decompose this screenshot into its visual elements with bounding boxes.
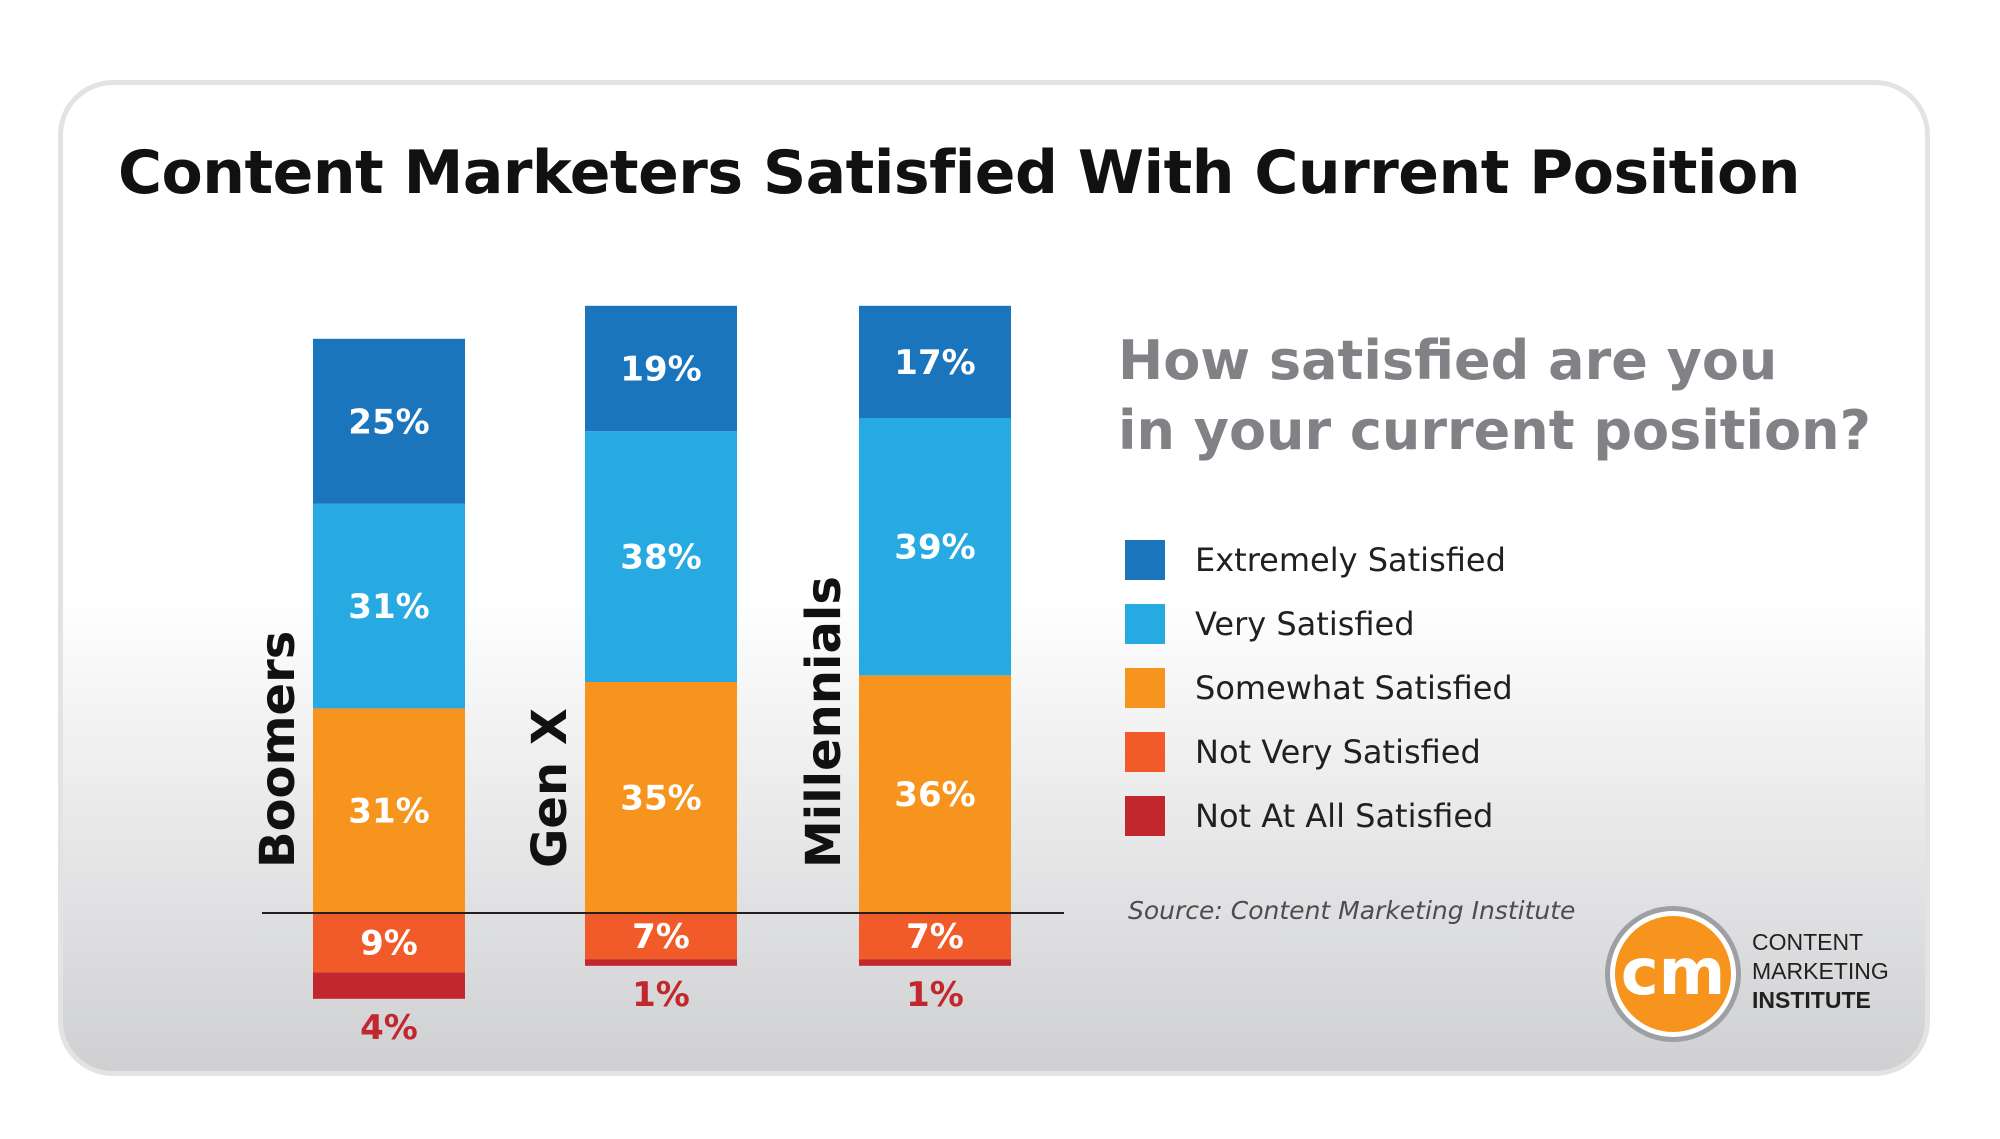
bar-millennials-not-very-satisfied [859,913,1011,960]
bar-label-boomers-not-very-satisfied: 9% [360,924,418,964]
legend-item-very-satisfied: Very Satisfied [1125,604,1513,644]
bar-boomers-not-very-satisfied [313,913,465,973]
category-label-gen-x: Gen X [522,708,578,868]
logo-line-3: INSTITUTE [1752,987,1871,1013]
legend-label: Very Satisfied [1195,605,1415,643]
bar-label-gen-x-not-very-satisfied: 7% [632,917,690,957]
category-label-millennials: Millennials [796,576,852,868]
bar-label-gen-x-somewhat-satisfied: 35% [620,779,701,819]
question-line-2: in your current position? [1118,399,1871,462]
legend-item-extremely-satisfied: Extremely Satisfied [1125,540,1513,580]
legend-swatch [1125,668,1165,708]
legend-item-not-very-satisfied: Not Very Satisfied [1125,732,1513,772]
bar-label-boomers-not-at-all-satisfied: 4% [360,1008,418,1048]
bar-label-boomers-extremely-satisfied: 25% [348,402,429,442]
legend-swatch [1125,540,1165,580]
source-note: Source: Content Marketing Institute [1128,896,1576,925]
bar-label-millennials-extremely-satisfied: 17% [894,343,975,383]
bar-label-millennials-somewhat-satisfied: 36% [894,775,975,815]
survey-question: How satisfied are you in your current po… [1118,326,1878,466]
legend-label: Somewhat Satisfied [1195,669,1513,707]
question-line-1: How satisfied are you [1118,329,1778,392]
bar-gen-x-somewhat-satisfied [585,682,737,913]
legend-label: Not At All Satisfied [1195,797,1494,835]
bar-millennials-somewhat-satisfied [859,675,1011,913]
bar-label-gen-x-extremely-satisfied: 19% [620,350,701,390]
chart-title: Content Marketers Satisfied With Current… [118,138,1800,208]
bar-label-boomers-somewhat-satisfied: 31% [348,792,429,832]
bar-boomers-somewhat-satisfied [313,708,465,913]
bar-boomers-very-satisfied [313,503,465,709]
logo-mark-text: cm [1621,936,1726,1010]
legend-label: Not Very Satisfied [1195,733,1481,771]
bar-millennials-extremely-satisfied [859,305,1011,418]
bar-gen-x-not-at-all-satisfied [585,959,737,966]
legend-item-not-at-all-satisfied: Not At All Satisfied [1125,796,1513,836]
bar-boomers-not-at-all-satisfied [313,972,465,999]
bar-gen-x-not-very-satisfied [585,913,737,960]
legend: Extremely Satisfied Very Satisfied Somewha… [1125,540,1513,860]
bar-label-millennials-very-satisfied: 39% [894,528,975,568]
bar-label-millennials-not-at-all-satisfied: 1% [906,975,964,1015]
bar-boomers-extremely-satisfied [313,338,465,504]
bar-millennials-not-at-all-satisfied [859,959,1011,966]
legend-swatch [1125,796,1165,836]
category-label-boomers: Boomers [250,631,306,868]
legend-item-somewhat-satisfied: Somewhat Satisfied [1125,668,1513,708]
bar-label-millennials-not-very-satisfied: 7% [906,917,964,957]
bar-gen-x-extremely-satisfied [585,305,737,432]
cmi-logo-icon: cm [1605,906,1741,1042]
logo-line-2: MARKETING [1752,958,1889,984]
legend-swatch [1125,604,1165,644]
logo-wordmark: CONTENT MARKETING INSTITUTE [1752,928,1889,1015]
bar-label-boomers-very-satisfied: 31% [348,587,429,627]
bar-label-gen-x-very-satisfied: 38% [620,538,701,578]
bar-millennials-very-satisfied [859,418,1011,676]
bar-gen-x-very-satisfied [585,431,737,682]
bar-label-gen-x-not-at-all-satisfied: 1% [632,975,690,1015]
logo-line-1: CONTENT [1752,929,1864,955]
legend-label: Extremely Satisfied [1195,541,1506,579]
legend-swatch [1125,732,1165,772]
